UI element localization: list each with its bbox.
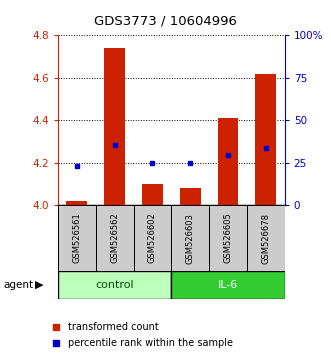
Text: percentile rank within the sample: percentile rank within the sample [68, 338, 233, 348]
Bar [171, 205, 209, 271]
Bar [180, 188, 201, 205]
Text: GSM526603: GSM526603 [186, 213, 195, 263]
Bar [104, 48, 125, 205]
Text: GSM526562: GSM526562 [110, 213, 119, 263]
Text: GSM526602: GSM526602 [148, 213, 157, 263]
Bar [58, 205, 96, 271]
Bar [133, 205, 171, 271]
Bar [96, 205, 133, 271]
Text: transformed count: transformed count [68, 322, 159, 332]
Bar [171, 271, 285, 299]
Text: control: control [95, 280, 134, 290]
Bar [217, 118, 238, 205]
Text: agent: agent [3, 280, 33, 290]
Text: IL-6: IL-6 [218, 280, 238, 290]
Bar [142, 184, 163, 205]
Text: GDS3773 / 10604996: GDS3773 / 10604996 [94, 14, 237, 27]
Text: GSM526561: GSM526561 [72, 213, 81, 263]
Bar [67, 201, 87, 205]
Text: GSM526605: GSM526605 [223, 213, 232, 263]
Text: GSM526678: GSM526678 [261, 212, 270, 264]
Bar [256, 74, 276, 205]
Bar [209, 205, 247, 271]
Bar [58, 271, 171, 299]
Bar [247, 205, 285, 271]
Text: ▶: ▶ [35, 280, 43, 290]
